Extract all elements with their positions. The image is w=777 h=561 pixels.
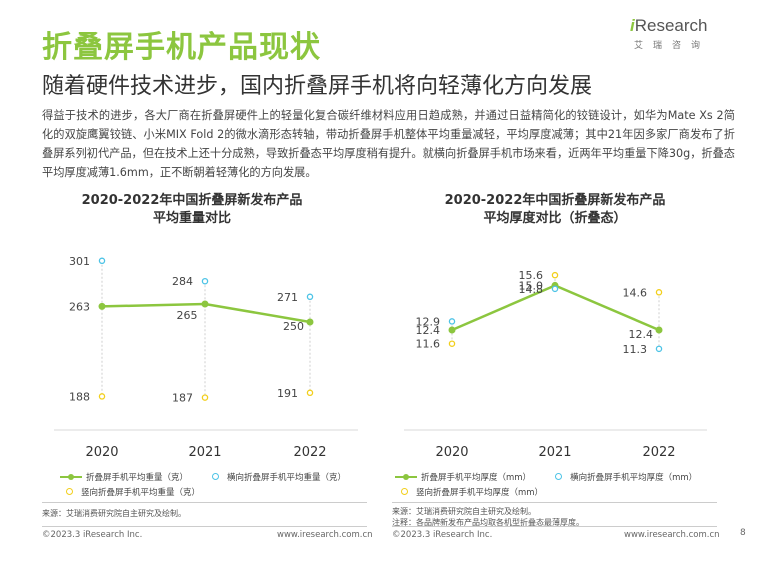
thickness-vertical-point [655,289,663,296]
weight-horizontal-point [98,257,106,265]
intro-paragraph: 得益于技术的进步，各大厂商在折叠屏硬件上的轻量化复合碳纤维材料应用日趋成熟，并通… [42,109,735,179]
logo-subtitle: 艾瑞咨询 [634,41,711,51]
weight-horizontal-point [306,293,314,301]
page-title: 折叠屏手机产品现状 [42,30,321,65]
thickness-horizontal-point [655,345,663,353]
weight-vertical-label: 187 [172,392,193,405]
divider [42,502,367,503]
thickness-vertical-label: 15.6 [519,269,544,282]
weight-horizontal-point [201,277,209,285]
weight-chart-title-line1: 2020-2022年中国折叠屏新发布产品 [81,193,303,208]
thickness-horizontal-label: 12.9 [416,315,441,328]
weight-vertical-point [306,389,314,397]
source-line: 来源：艾瑞消费研究院自主研究及绘制。 [42,509,186,518]
weight-vertical-label: 191 [277,387,298,400]
thickness-horizontal-point [448,318,456,325]
thickness-source-note: 来源：艾瑞消费研究院自主研究及绘制。 注释：各品牌新发布产品均取各机型折叠态最薄… [392,506,584,528]
weight-horizontal-label: 301 [69,255,90,268]
thickness-vertical-point [448,340,456,347]
legend-vertical-weight: 竖向折叠屏手机平均重量（克） [81,487,201,498]
weight-category-label: 2020 [85,445,118,460]
weight-category-label: 2022 [293,445,326,460]
legend-line-marker [395,473,417,480]
thickness-vertical-label: 14.6 [623,286,648,299]
remark-line: 注释：各品牌新发布产品均取各机型折叠态最薄厚度。 [392,518,584,527]
footer-copyright-right: ©2023.3 iResearch Inc. [392,530,493,540]
weight-horizontal-label: 271 [277,291,298,304]
footer-divider [392,526,717,527]
legend-circle-marker [66,488,73,495]
thickness-horizontal-point [551,285,559,293]
thickness-avg-point [448,326,456,334]
thickness-horizontal-label: 11.3 [623,343,648,356]
weight-vertical-point [98,393,106,400]
weight-avg-point [306,318,314,326]
thickness-vertical-label: 11.6 [416,338,441,351]
weight-vertical-label: 188 [69,390,90,403]
weight-horizontal-label: 284 [172,275,193,288]
logo-text: Research [634,16,708,35]
weight-avg-point [98,302,106,310]
source-line: 来源：艾瑞消费研究院自主研究及绘制。 [392,507,536,516]
legend-line-marker [60,473,82,480]
legend-circle-marker [555,473,563,480]
weight-avg-label: 265 [177,309,198,322]
footer-url-left[interactable]: www.iresearch.com.cn [277,530,373,540]
thickness-category-label: 2020 [435,445,468,460]
weight-avg-label: 263 [69,300,90,313]
thickness-horizontal-label: 14.8 [519,283,544,296]
thickness-category-label: 2022 [642,445,675,460]
legend-vertical-thickness: 竖向折叠屏手机平均厚度（mm） [416,487,544,498]
footer-url-right[interactable]: www.iresearch.com.cn [624,530,720,540]
iresearch-logo: iResearch 艾瑞咨询 [630,16,730,51]
weight-source-note: 来源：艾瑞消费研究院自主研究及绘制。 [42,508,186,519]
weight-avg-label: 250 [283,320,304,333]
footer-divider [42,526,367,527]
thickness-category-label: 2021 [538,445,571,460]
weight-category-label: 2021 [188,445,221,460]
weight-chart-title: 2020-2022年中国折叠屏新发布产品 平均重量对比 [42,192,342,228]
weight-chart-title-line2: 平均重量对比 [152,211,231,226]
logo-i: i [630,16,635,35]
thickness-avg-label: 15.0 [519,279,544,292]
weight-vertical-point [201,394,209,401]
legend-horizontal-thickness: 横向折叠屏手机平均厚度（mm） [570,472,698,483]
page-number: 8 [740,528,746,538]
thickness-avg-label: 12.4 [416,324,441,337]
thickness-avg-point [655,326,663,334]
legend-circle-marker [212,473,220,480]
thickness-chart-title-line2: 平均厚度对比（折叠态） [483,211,627,226]
thickness-vertical-point [551,271,559,279]
footer-copyright-left: ©2023.3 iResearch Inc. [42,530,143,540]
legend-avg-weight: 折叠屏手机平均重量（克） [86,472,189,483]
thickness-chart-title-line1: 2020-2022年中国折叠屏新发布产品 [444,193,666,208]
legend-circle-marker [401,488,408,495]
legend-avg-thickness: 折叠屏手机平均厚度（mm） [421,472,532,483]
divider [392,502,717,503]
thickness-avg-label: 12.4 [629,328,654,341]
thickness-legend: 折叠屏手机平均厚度（mm） 横向折叠屏手机平均厚度（mm） 竖向折叠屏手机平均厚… [395,469,715,499]
thickness-chart-title: 2020-2022年中国折叠屏新发布产品 平均厚度对比（折叠态） [405,192,705,228]
weight-legend: 折叠屏手机平均重量（克） 横向折叠屏手机平均重量（克） 竖向折叠屏手机平均重量（… [60,469,364,499]
legend-horizontal-weight: 横向折叠屏手机平均重量（克） [227,472,347,483]
weight-avg-point [201,300,209,308]
page-subtitle: 随着硬件技术进步，国内折叠屏手机将向轻薄化方向发展 [42,74,593,99]
